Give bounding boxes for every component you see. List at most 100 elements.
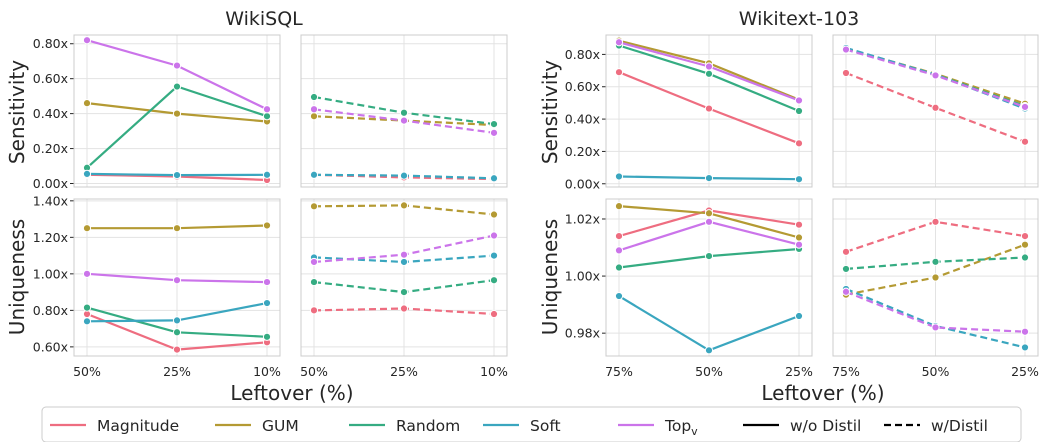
data-point-random [262, 332, 272, 341]
legend-item-magnitude: Magnitude [50, 417, 179, 435]
data-point-random [262, 112, 272, 121]
data-point-soft [172, 316, 182, 325]
panel-wikisql-uniqueness-w-distil: 50% 25% 10% [300, 198, 508, 379]
data-point-top-v [841, 287, 851, 296]
y-tick-label: 0.80x [565, 47, 600, 62]
ylabel-uniqueness-left: Uniqueness [5, 219, 29, 335]
data-point-top-v [704, 217, 714, 226]
data-point-top-v [399, 250, 409, 259]
y-tick-label: 1.40x [33, 193, 68, 208]
data-point-magnitude [704, 104, 714, 113]
data-point-soft [794, 311, 804, 321]
x-tick-label: 25% [1011, 364, 1039, 379]
plot-frame [832, 34, 1039, 188]
legend-item-w-distil: w/Distil [884, 417, 988, 435]
xlabel-right: Leftover (%) [761, 381, 884, 405]
data-point-top-v [82, 36, 92, 45]
data-point-top-v [1020, 327, 1030, 336]
plot-frame [832, 198, 1039, 357]
xlabel-left: Leftover (%) [230, 381, 353, 405]
x-tick-label: 50% [73, 364, 101, 379]
y-tick-label: 0.20x [33, 141, 68, 156]
legend-label: w/Distil [931, 417, 988, 435]
data-point-top-v [931, 323, 940, 332]
x-tick-label: 50% [300, 364, 328, 379]
data-point-magnitude [172, 345, 182, 354]
legend-label: Topv [664, 417, 698, 438]
x-tick-label: 25% [785, 364, 813, 379]
y-tick-label: 1.02x [565, 211, 600, 226]
y-tick-label: 1.20x [33, 230, 68, 245]
data-point-soft [262, 298, 272, 308]
legend-item-soft: Soft [483, 417, 561, 435]
y-tick-label: 1.00x [33, 266, 68, 281]
plot-frame [73, 34, 281, 188]
data-point-random [794, 106, 804, 116]
data-point-magnitude [614, 232, 624, 241]
data-point-top-v [794, 96, 804, 105]
panel-wikitext-103-sensitivity-w-distil [832, 34, 1039, 188]
data-point-top-v [172, 276, 182, 285]
data-point-soft [489, 174, 499, 183]
data-point-top-v [489, 231, 499, 240]
data-point-soft [614, 172, 624, 181]
data-point-top-v [614, 38, 624, 47]
series-line-top-v [845, 290, 1026, 333]
data-point-soft [704, 174, 714, 183]
plot-frame [605, 34, 813, 188]
data-point-gum [82, 99, 92, 108]
panel-wikitext-103-sensitivity-w-o-distil: 0.00x 0.20x 0.40x 0.60x 0.80x [565, 34, 813, 191]
legend-frame [41, 406, 1022, 442]
data-point-top-v [1020, 102, 1030, 112]
data-point-random [489, 120, 499, 129]
plot-frame [300, 34, 508, 188]
legend-item-random: Random [349, 417, 460, 435]
data-point-random [399, 108, 409, 117]
data-point-soft [172, 171, 182, 180]
data-point-top-v [794, 240, 804, 249]
data-point-soft [704, 346, 714, 355]
data-point-random [1020, 253, 1030, 262]
plot-frame [73, 198, 281, 357]
data-point-magnitude [931, 217, 940, 226]
y-tick-label: 0.98x [565, 326, 600, 341]
data-point-gum [1020, 240, 1030, 249]
y-tick-label: 0.60x [33, 71, 68, 86]
legend-label: Soft [530, 417, 561, 435]
y-tick-label: 0.80x [33, 303, 68, 318]
y-tick-label: 0.00x [565, 176, 600, 191]
data-point-gum [794, 233, 804, 242]
y-tick-label: 0.80x [33, 36, 68, 51]
data-point-gum [172, 109, 182, 118]
legend-label: Random [396, 417, 460, 435]
data-point-magnitude [399, 304, 409, 313]
data-point-magnitude [841, 247, 851, 256]
x-tick-label: 10% [253, 364, 281, 379]
y-tick-label: 1.00x [565, 269, 600, 284]
x-tick-label: 75% [605, 364, 633, 379]
legend-item-gum: GUM [215, 417, 299, 435]
plot-frame [605, 198, 813, 357]
data-point-soft [82, 317, 92, 326]
y-tick-label: 0.00x [33, 176, 68, 191]
y-tick-label: 0.40x [565, 112, 600, 127]
data-point-gum [931, 273, 940, 282]
data-point-gum [614, 202, 624, 211]
x-tick-label: 50% [922, 364, 950, 379]
data-point-top-v [704, 62, 714, 71]
data-point-random [399, 288, 409, 297]
data-point-random [172, 328, 182, 337]
x-tick-label: 10% [480, 364, 508, 379]
data-point-random [614, 263, 624, 272]
data-point-random [172, 82, 182, 91]
x-tick-label: 25% [163, 364, 191, 379]
data-point-soft [309, 170, 319, 179]
y-tick-label: 0.60x [565, 79, 600, 94]
plot-frame [300, 198, 508, 357]
data-point-gum [704, 209, 714, 218]
data-point-soft [794, 175, 804, 184]
data-point-top-v [262, 277, 272, 287]
data-point-random [309, 277, 319, 287]
data-point-soft [489, 251, 499, 260]
data-point-soft [399, 171, 409, 180]
